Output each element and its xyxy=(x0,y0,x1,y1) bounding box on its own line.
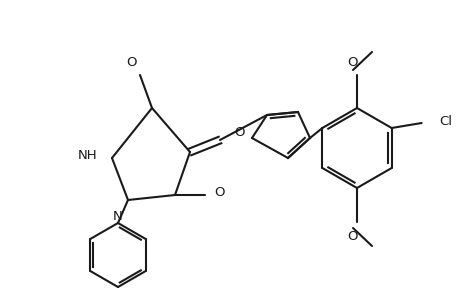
Text: O: O xyxy=(127,56,137,68)
Text: O: O xyxy=(347,230,358,242)
Text: Cl: Cl xyxy=(439,115,452,128)
Text: N: N xyxy=(113,211,123,224)
Text: NH: NH xyxy=(77,148,97,161)
Text: O: O xyxy=(214,187,225,200)
Text: O: O xyxy=(347,56,358,68)
Text: O: O xyxy=(234,125,245,139)
